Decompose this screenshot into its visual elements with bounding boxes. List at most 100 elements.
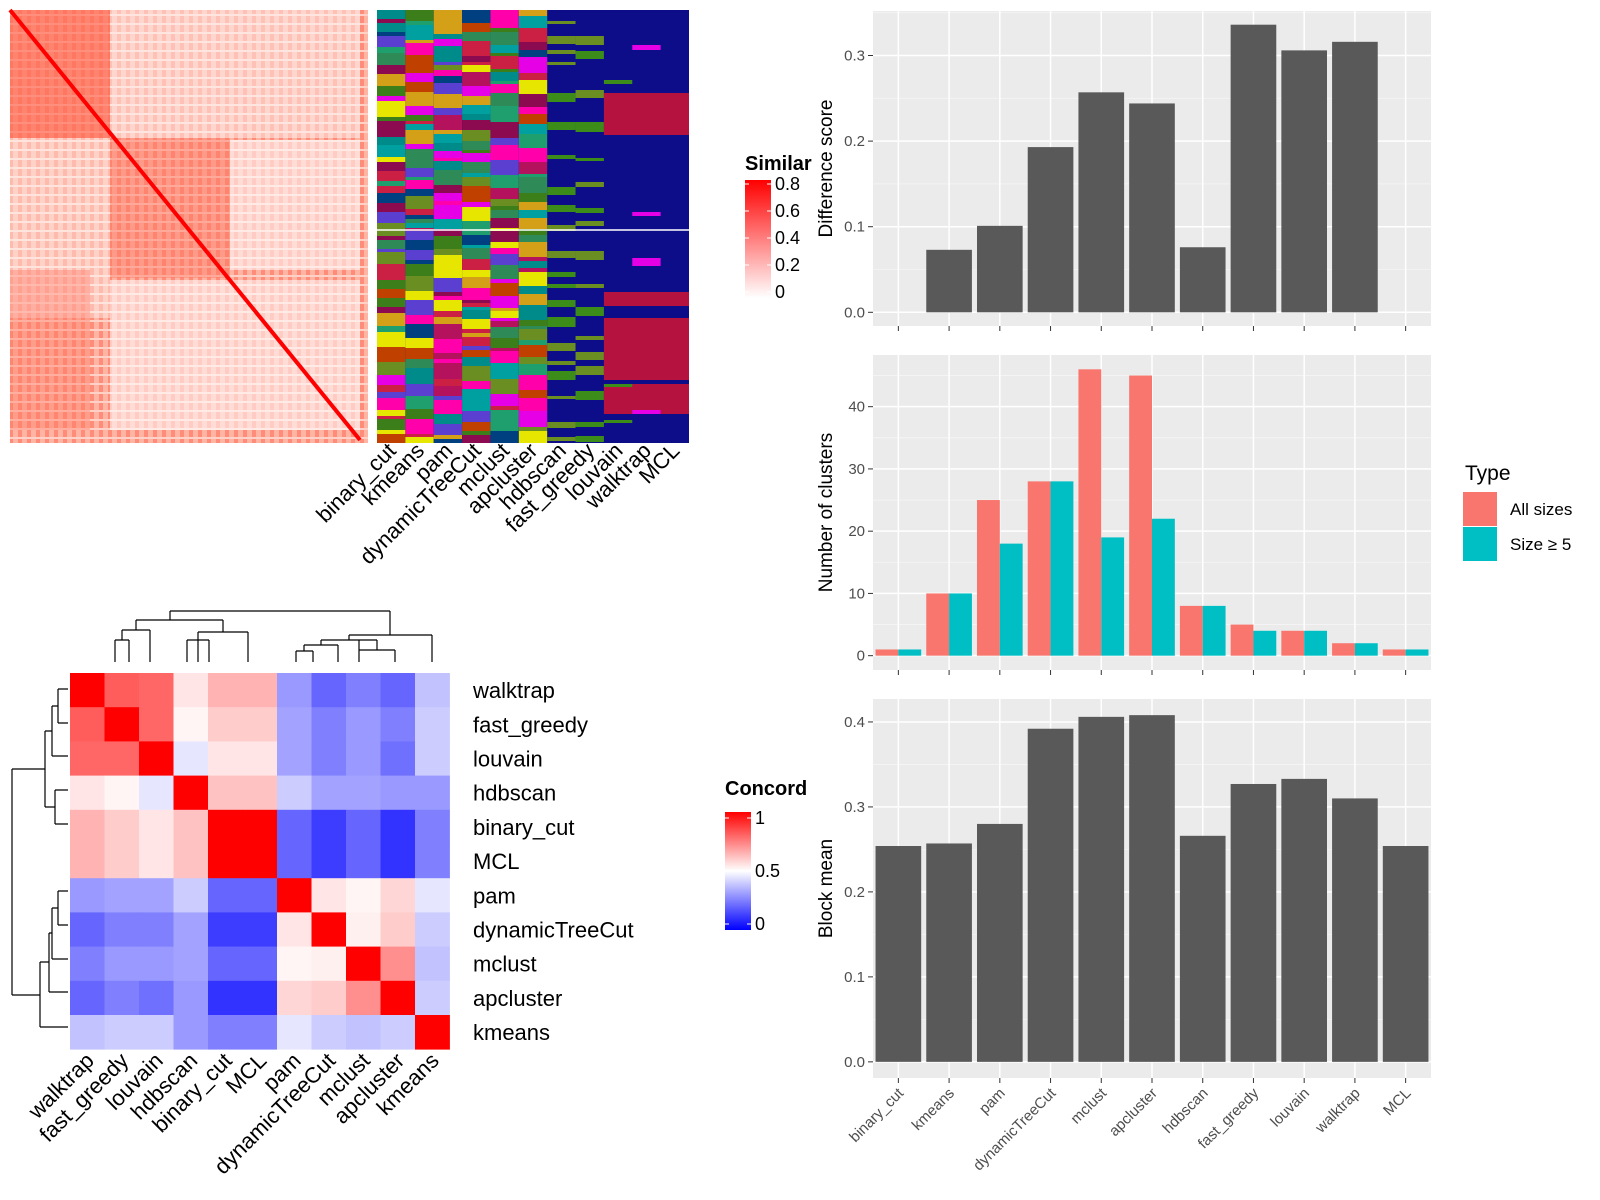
concordance-cell (208, 1015, 243, 1050)
assignment-cell (490, 248, 519, 254)
assignment-cell (462, 337, 491, 342)
assignment-cell (490, 81, 519, 84)
assignment-cell (405, 231, 434, 240)
bar-size-ge-5 (949, 593, 972, 656)
assignment-cell (377, 193, 406, 197)
y-tick-label: 0.2 (844, 133, 865, 150)
concordance-cell (242, 844, 278, 879)
assignment-cell (518, 210, 548, 218)
type-legend-title: Type (1465, 462, 1511, 485)
concordance-cell (70, 912, 105, 947)
concordance-cell (380, 809, 416, 845)
concordance-cell (139, 707, 174, 742)
concordance-cell (380, 980, 416, 1016)
assignment-cell (518, 390, 548, 398)
assignment-cell (575, 251, 604, 260)
assignment-cell (405, 264, 434, 276)
concordance-cell (70, 844, 105, 879)
assignment-cell (462, 186, 491, 202)
assignment-cell (603, 292, 689, 306)
assignment-cell (405, 209, 434, 215)
concordance-cell (311, 775, 347, 811)
similarity-block (110, 10, 360, 138)
row-dendrogram (11, 688, 68, 1028)
similarity-legend-title: Similar (745, 153, 812, 175)
concordance-cell (139, 1015, 174, 1050)
similarity-legend-tick-label: 0.6 (775, 201, 800, 221)
assignment-cell (490, 56, 519, 69)
assignment-cell (518, 305, 548, 320)
assignment-cell (462, 120, 491, 130)
concordance-cell (277, 707, 312, 742)
assignment-cell (462, 235, 491, 245)
assignment-cell (433, 296, 463, 300)
assignment-cell (490, 188, 519, 199)
assignment-cell (518, 80, 548, 94)
assignment-cell (433, 94, 463, 108)
assignment-cell (518, 431, 548, 443)
assignment-cell (433, 205, 463, 219)
bar (1332, 798, 1378, 1062)
concordance-cell (346, 980, 381, 1016)
assignment-cell (405, 177, 434, 180)
assignment-cell (462, 435, 491, 443)
concordance-cell (242, 1015, 278, 1050)
assignment-cell (518, 73, 548, 80)
assignment-cell (490, 145, 519, 160)
assignment-cell (547, 371, 576, 380)
assignment-cell (490, 160, 519, 175)
assignment-cell (377, 240, 406, 249)
assignment-cell (377, 416, 406, 419)
x-tick-label: MCL (1380, 1085, 1414, 1119)
assignment-cell (490, 84, 519, 93)
assignment-cell (490, 338, 519, 344)
assignment-cell (518, 10, 548, 16)
assignment-cell (490, 283, 519, 296)
concordance-cell (380, 775, 416, 811)
assignment-cell (490, 363, 519, 379)
bar (976, 823, 1023, 1062)
assignment-cell (490, 106, 519, 122)
concordance-cell (277, 809, 312, 845)
concordance-cell (104, 878, 140, 913)
similarity-legend-tick-label: 0.4 (775, 228, 800, 248)
assignment-cell (547, 437, 576, 441)
assignment-cell (377, 65, 406, 74)
assignment-cell (575, 352, 604, 360)
concordance-row-label: walktrap (472, 678, 555, 703)
concordance-cell (277, 946, 312, 982)
assignment-cell (547, 93, 576, 102)
concordance-cell (380, 707, 416, 742)
assignment-cell (377, 375, 406, 385)
assignment-cell (462, 333, 491, 337)
assignment-cell (462, 342, 491, 346)
similarity-legend-tick-label: 0.2 (775, 255, 800, 275)
assignment-cell (433, 414, 463, 424)
assignment-cell (518, 235, 548, 242)
assignment-cell (405, 324, 434, 338)
concordance-cell (104, 707, 140, 742)
concordance-cell (346, 1015, 381, 1050)
concordance-cell (242, 741, 278, 776)
bar-size-ge-5 (1152, 518, 1175, 656)
concordance-legend-title: Concord (725, 778, 807, 800)
bar (1382, 846, 1429, 1062)
assignment-cell (377, 280, 406, 289)
concordance-cell (346, 946, 381, 982)
assignment-cell (490, 431, 519, 443)
concordance-cell (311, 912, 347, 947)
assignment-cell (433, 161, 463, 170)
assignment-cell (433, 151, 463, 158)
assignment-cell (547, 272, 576, 277)
assignment-cell (632, 258, 661, 266)
assignment-cell (490, 410, 519, 420)
assignment-cell (518, 28, 548, 42)
concordance-cell (70, 980, 105, 1016)
assignment-cell (462, 350, 491, 357)
assignment-cell (490, 210, 519, 218)
assignment-cell (433, 201, 463, 205)
assignment-cell (433, 236, 463, 249)
assignment-cell (377, 385, 406, 392)
x-tick-label: pam (976, 1085, 1009, 1118)
assignment-cell (462, 303, 491, 307)
